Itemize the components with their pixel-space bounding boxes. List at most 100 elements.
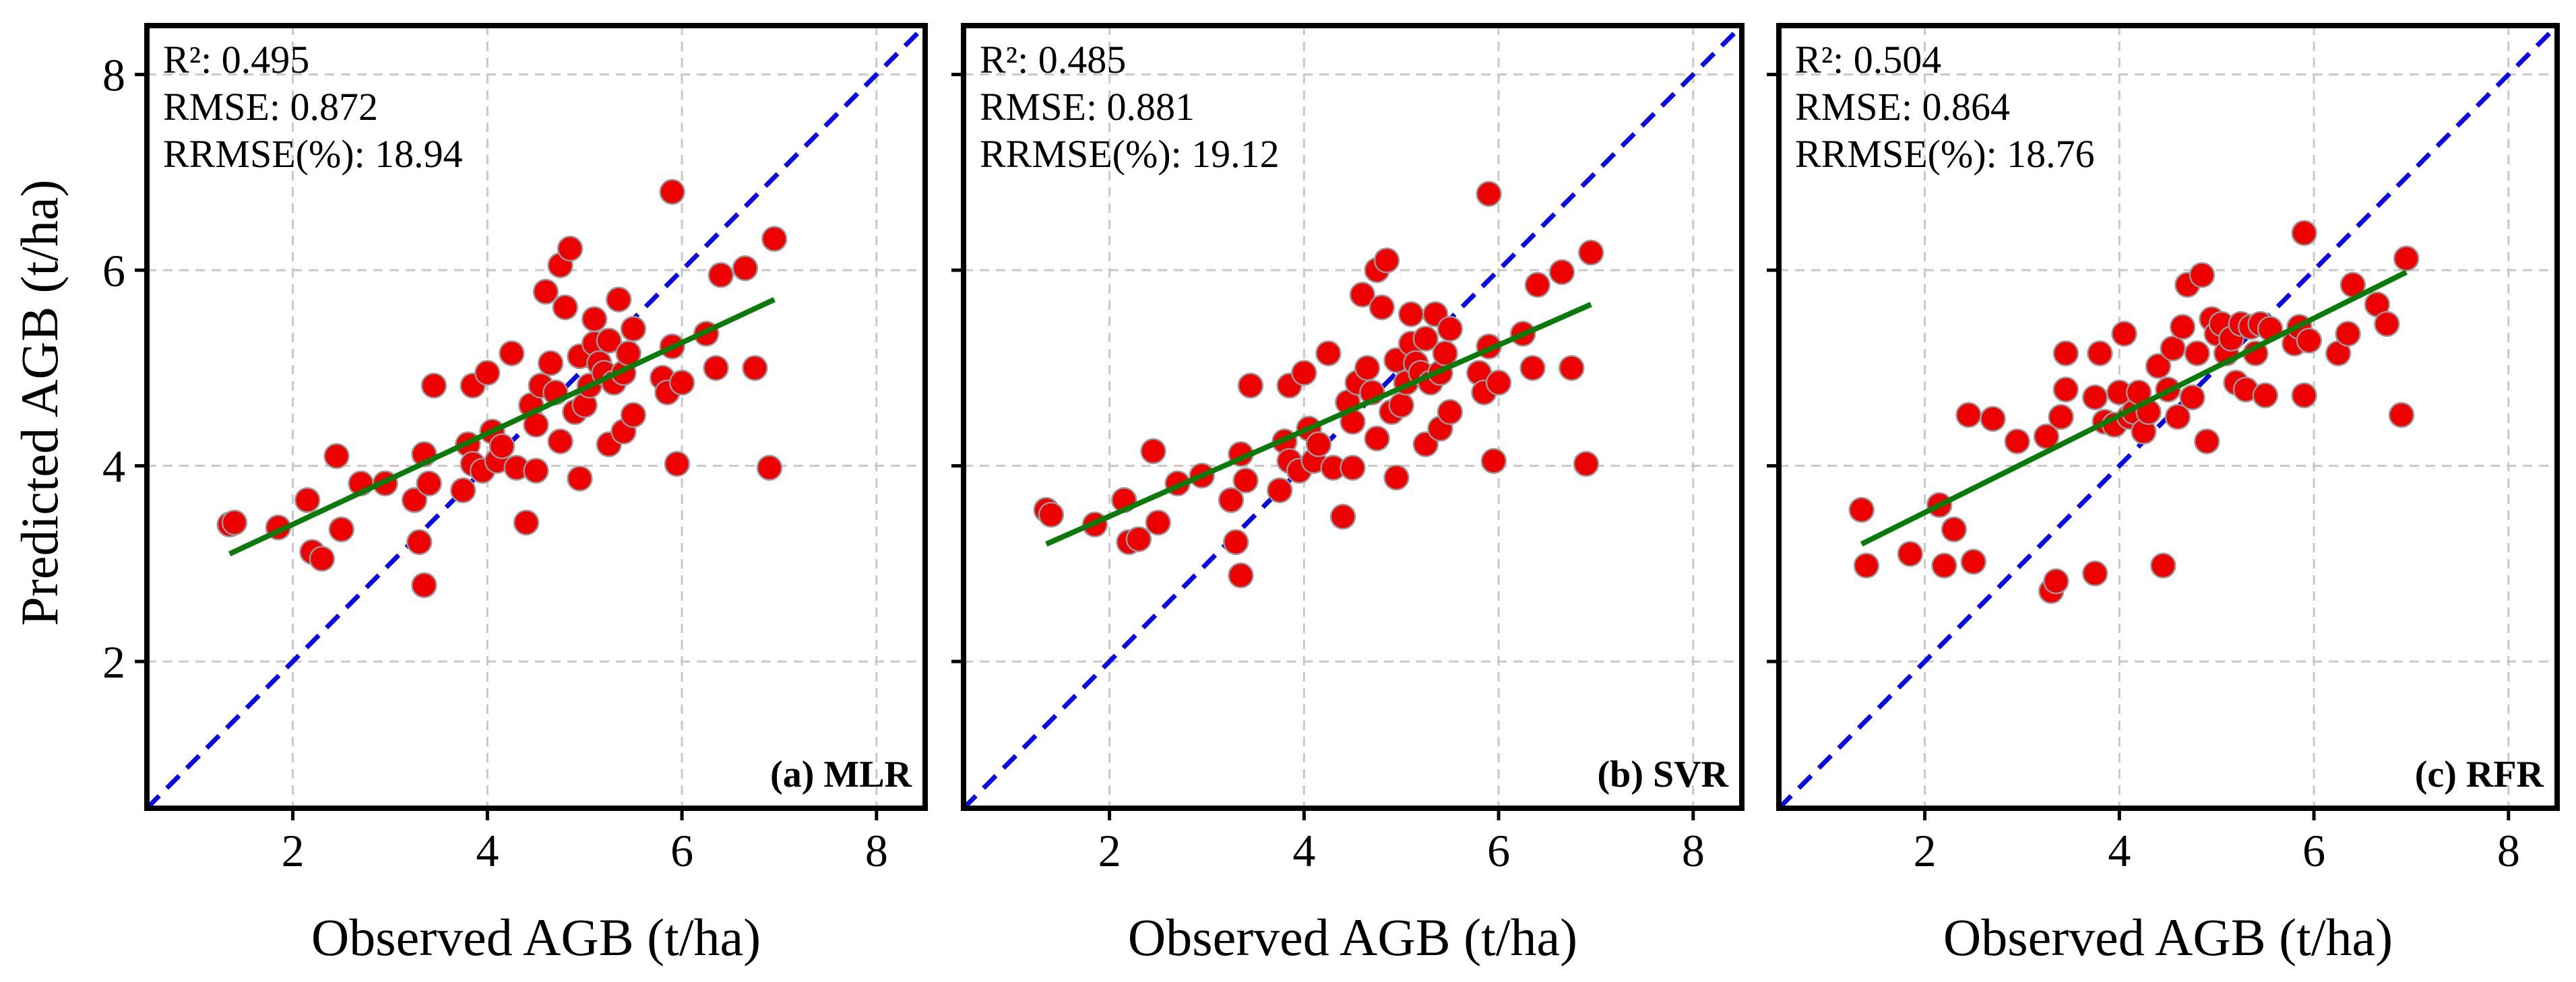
data-point (420, 372, 447, 399)
data-point (1955, 401, 1982, 428)
data-point (2043, 568, 2069, 595)
data-point (523, 457, 549, 484)
fit-line (1045, 302, 1592, 547)
data-point (605, 286, 632, 313)
data-point (2291, 382, 2317, 409)
data-point (2164, 403, 2191, 430)
data-point (756, 455, 783, 481)
x-axis-title: Observed AGB (t/ha) (311, 908, 761, 967)
y-tick-label: 6 (102, 245, 125, 296)
data-point (2189, 262, 2216, 288)
data-point (1897, 541, 1924, 567)
data-point (1388, 392, 1414, 418)
data-point (2033, 423, 2060, 450)
data-point (1237, 372, 1264, 399)
data-point (309, 546, 336, 572)
data-point (668, 369, 695, 396)
data-point (1437, 399, 1464, 425)
data-point (1349, 282, 1376, 308)
data-point (2296, 327, 2323, 354)
data-point (323, 443, 350, 469)
data-point (1480, 448, 1507, 474)
data-point (1559, 355, 1585, 381)
data-point (537, 350, 564, 377)
data-point (1941, 516, 1968, 543)
data-point (2393, 245, 2420, 271)
data-point (1218, 487, 1245, 513)
data-point (1354, 355, 1381, 381)
data-point (620, 316, 647, 342)
data-point (1573, 451, 1600, 477)
data-point (1228, 562, 1254, 589)
data-point (1524, 271, 1551, 298)
x-tick-label: 8 (865, 825, 888, 876)
data-point (581, 306, 608, 332)
data-point (659, 178, 685, 205)
data-point (1980, 405, 2006, 432)
x-tick-label: 2 (1914, 825, 1937, 876)
data-point (761, 226, 788, 252)
plot-frame (961, 23, 1745, 811)
data-point (2145, 353, 2172, 379)
data-point (2252, 382, 2279, 409)
plot-frame (1776, 23, 2560, 811)
data-point (1397, 301, 1424, 327)
y-tick-label: 2 (102, 636, 125, 688)
x-tick-label: 8 (2497, 825, 2520, 876)
data-point (1848, 496, 1875, 523)
data-point (620, 401, 647, 428)
r2-label: R²: 0.485 (980, 38, 1126, 81)
x-axis-title: Observed AGB (t/ha) (1128, 908, 1577, 967)
x-tick-label: 4 (1292, 825, 1315, 876)
data-point (2374, 310, 2400, 337)
x-tick-label: 6 (670, 825, 693, 876)
x-tick-label: 6 (2302, 825, 2325, 876)
plot-area (964, 26, 1742, 808)
data-point (474, 360, 501, 386)
data-point (1519, 355, 1546, 381)
data-point (2111, 321, 2137, 347)
data-point (596, 327, 623, 354)
plot-area (147, 26, 925, 808)
panel-label: (b) SVR (1598, 754, 1729, 795)
data-point (708, 262, 734, 288)
rmse-label: RMSE: 0.864 (1795, 85, 2010, 129)
data-point (703, 355, 729, 381)
data-point (499, 340, 525, 366)
data-point (1145, 509, 1171, 536)
data-point (1140, 438, 1166, 465)
data-point (2335, 321, 2361, 347)
data-point (1931, 552, 1957, 579)
data-point (416, 470, 442, 497)
data-point (1305, 431, 1332, 457)
data-point (532, 278, 559, 305)
data-point (1476, 181, 1502, 207)
data-point (1369, 294, 1395, 321)
data-point (1329, 503, 1356, 530)
fit-line (1860, 269, 2408, 547)
panel-label: (c) RFR (2415, 754, 2544, 795)
data-point (1315, 340, 1342, 366)
data-point (2004, 428, 2030, 455)
data-point (513, 509, 540, 536)
data-point (2184, 340, 2211, 366)
data-point (328, 516, 354, 543)
data-point (547, 428, 573, 455)
data-point (1373, 247, 1400, 273)
data-point (2194, 428, 2220, 455)
data-point (1485, 369, 1512, 396)
data-point (1437, 316, 1464, 342)
panel-label: (a) MLR (770, 754, 912, 795)
data-point (1223, 529, 1249, 556)
data-point (2081, 560, 2108, 587)
data-point (1853, 552, 1880, 579)
data-point (567, 465, 593, 492)
data-point (1548, 259, 1575, 286)
data-point (411, 572, 437, 599)
data-point (1577, 239, 1604, 266)
plot-area (1779, 26, 2557, 808)
x-tick-label: 4 (476, 825, 499, 876)
